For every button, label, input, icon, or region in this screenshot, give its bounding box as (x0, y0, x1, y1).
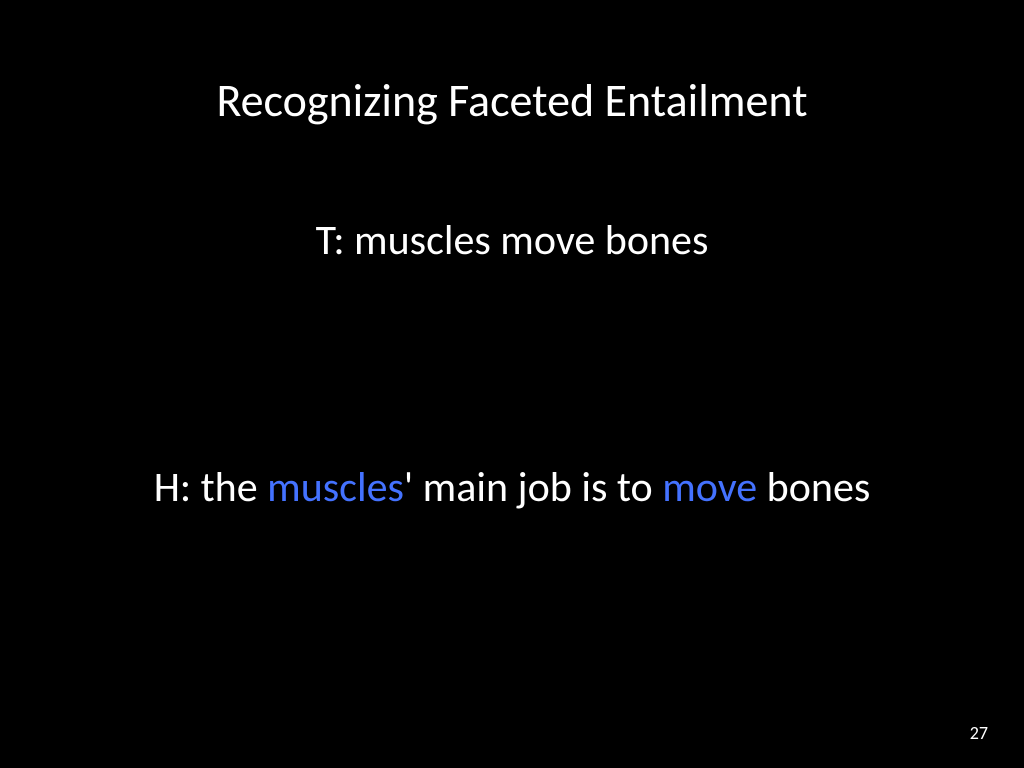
h-seg-3: move (662, 462, 757, 513)
t-prefix: T: (316, 215, 354, 266)
h-seg-1: muscles (267, 462, 404, 513)
h-prefix: H: (154, 462, 201, 513)
text-line-t: T: muscles move bones (0, 215, 1024, 266)
h-seg-2: ' main job is to (404, 462, 662, 513)
t-body: muscles move bones (354, 215, 708, 266)
h-seg-0: the (201, 462, 268, 513)
page-number: 27 (970, 722, 988, 744)
slide-title: Recognizing Faceted Entailment (0, 73, 1024, 129)
slide: Recognizing Faceted Entailment T: muscle… (0, 0, 1024, 768)
text-line-h: H: the muscles' main job is to move bone… (0, 462, 1024, 513)
h-seg-4: bones (757, 462, 870, 513)
